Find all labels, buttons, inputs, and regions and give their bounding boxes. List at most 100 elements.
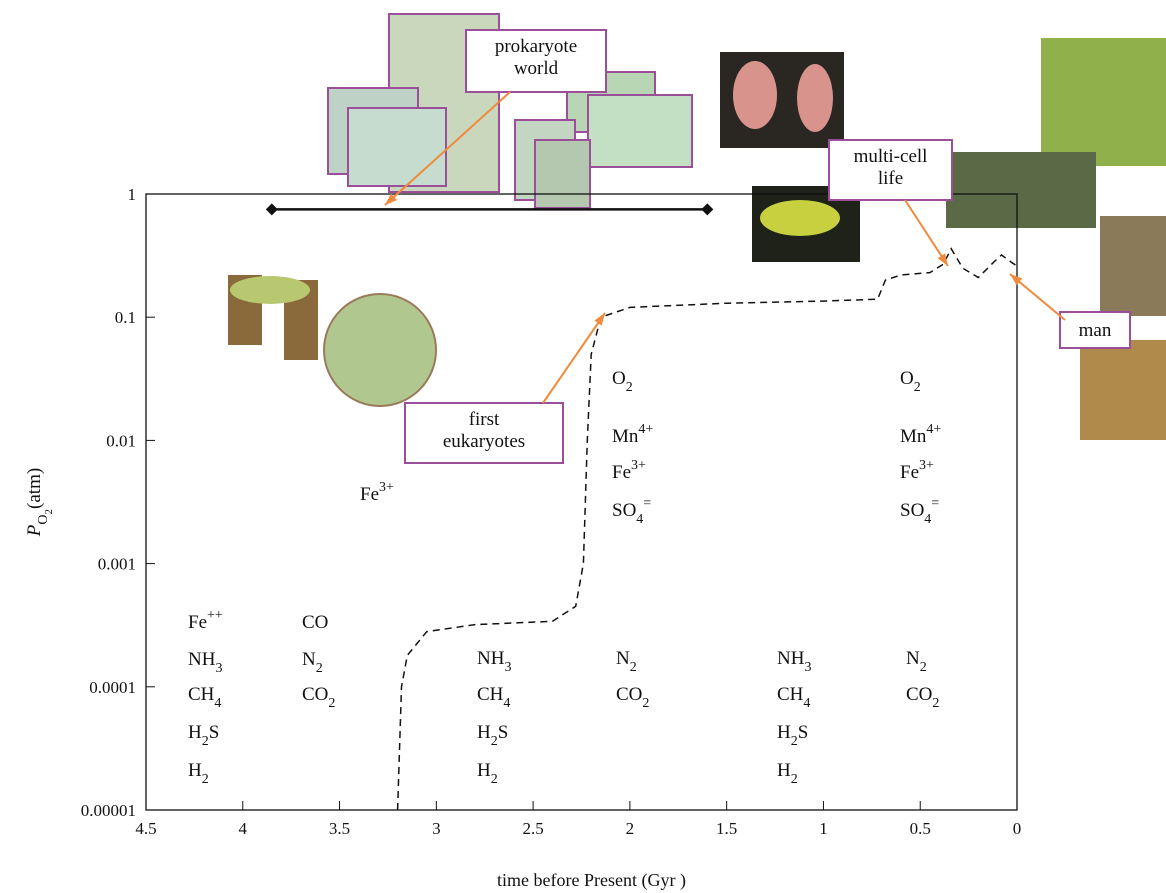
species-label: Fe3+ <box>612 458 646 483</box>
photo <box>946 152 1096 228</box>
species-label: Fe++ <box>188 608 223 633</box>
callout-box <box>465 29 607 93</box>
callout-text: first <box>469 409 500 430</box>
species-base: CH <box>777 684 804 705</box>
species-sub: 2 <box>642 696 649 711</box>
photos <box>228 13 1166 440</box>
species-base: Mn <box>612 426 639 447</box>
species-sub: 4 <box>636 512 643 527</box>
y-axis-label: PO2(atm) <box>24 468 55 537</box>
species-label: CO2 <box>616 684 649 711</box>
callout-arrow <box>542 312 606 404</box>
species-base: H <box>777 722 791 743</box>
photo <box>1100 216 1166 316</box>
species-after: S <box>498 722 509 743</box>
species-label: H2S <box>477 722 508 749</box>
species-base: H <box>777 760 791 781</box>
range-end <box>265 203 278 216</box>
species-sub: 2 <box>914 380 921 395</box>
species-sub: 2 <box>202 772 209 787</box>
species-sub: 4 <box>803 696 810 711</box>
species-sub: 3 <box>804 660 811 675</box>
x-tick-label: 1 <box>819 819 828 838</box>
range-end <box>701 203 714 216</box>
species-sup: 3+ <box>919 458 934 473</box>
species-base: CO <box>302 612 328 633</box>
x-tick-label: 4 <box>239 819 248 838</box>
species-label: SO4= <box>900 496 939 527</box>
x-tick-label: 0.5 <box>910 819 931 838</box>
species-label: CH4 <box>777 684 810 711</box>
callout-arrowhead <box>937 253 948 266</box>
y-tick-label: 0.001 <box>98 555 136 574</box>
x-tick-label: 4.5 <box>135 819 156 838</box>
species-sub: 4 <box>503 696 510 711</box>
callout-text: man <box>1079 320 1112 341</box>
species-base: CO <box>616 684 642 705</box>
o2-curve <box>396 247 1018 811</box>
x-tick-label: 0 <box>1013 819 1022 838</box>
y-label-subsub: 2 <box>43 509 55 515</box>
species-base: Fe <box>900 462 919 483</box>
callout-arrow <box>384 91 511 206</box>
species-label: H2 <box>477 760 498 787</box>
y-label-unit: (atm) <box>24 468 45 509</box>
y-tick-label: 0.00001 <box>81 801 136 820</box>
species-base: NH <box>188 649 216 670</box>
plot-frame <box>145 193 1018 811</box>
species-after: S <box>798 722 809 743</box>
species-base: H <box>188 722 202 743</box>
species-label: CO <box>302 612 328 633</box>
photo <box>534 139 591 209</box>
species-base: H <box>477 722 491 743</box>
species-sub: 2 <box>328 696 335 711</box>
callout-text: eukaryotes <box>443 431 525 452</box>
species-label: O2 <box>900 368 921 395</box>
species-sup: 4+ <box>926 422 941 437</box>
species-sub: 2 <box>932 696 939 711</box>
photo <box>1080 340 1166 440</box>
callout-box <box>828 139 953 201</box>
x-axis-label: time before Present (Gyr ) <box>497 870 686 891</box>
y-tick-label: 0.0001 <box>89 678 136 697</box>
x-tick-label: 3 <box>432 819 441 838</box>
species-label: CO2 <box>302 684 335 711</box>
species-sub: 2 <box>630 660 637 675</box>
illustration <box>230 276 310 304</box>
species-sup: 3+ <box>631 458 646 473</box>
species-label: CH4 <box>477 684 510 711</box>
species-sub: 3 <box>215 661 222 676</box>
species-base: Fe <box>360 484 379 505</box>
species-sub: 2 <box>202 734 209 749</box>
photo <box>587 94 693 168</box>
species-base: N <box>906 648 920 669</box>
callout-text: world <box>514 58 559 79</box>
species-label: NH3 <box>477 648 511 675</box>
species-label: Mn4+ <box>612 422 653 447</box>
callout-arrowhead <box>1010 274 1023 286</box>
species-base: N <box>616 648 630 669</box>
species-label: Fe3+ <box>360 480 394 505</box>
species-sub: 2 <box>920 660 927 675</box>
species-base: CH <box>477 684 504 705</box>
x-tick-label: 1.5 <box>716 819 737 838</box>
photo-detail <box>733 61 777 129</box>
species-base: O <box>900 368 914 389</box>
species-base: O <box>612 368 626 389</box>
species-base: CH <box>188 684 215 705</box>
species-label: H2 <box>777 760 798 787</box>
x-tick-label: 3.5 <box>329 819 350 838</box>
species-sub: 2 <box>791 734 798 749</box>
y-tick-label: 0.01 <box>106 431 136 450</box>
species-sub: 4 <box>924 512 931 527</box>
y-label-symbol: P <box>24 524 45 537</box>
species-base: H <box>188 760 202 781</box>
species-label: Fe3+ <box>900 458 934 483</box>
species-label: N2 <box>302 649 323 676</box>
species-label: H2S <box>188 722 219 749</box>
photo <box>347 107 447 187</box>
species-base: SO <box>900 500 924 521</box>
species-label: SO4= <box>612 496 651 527</box>
callout-arrow <box>904 199 949 267</box>
